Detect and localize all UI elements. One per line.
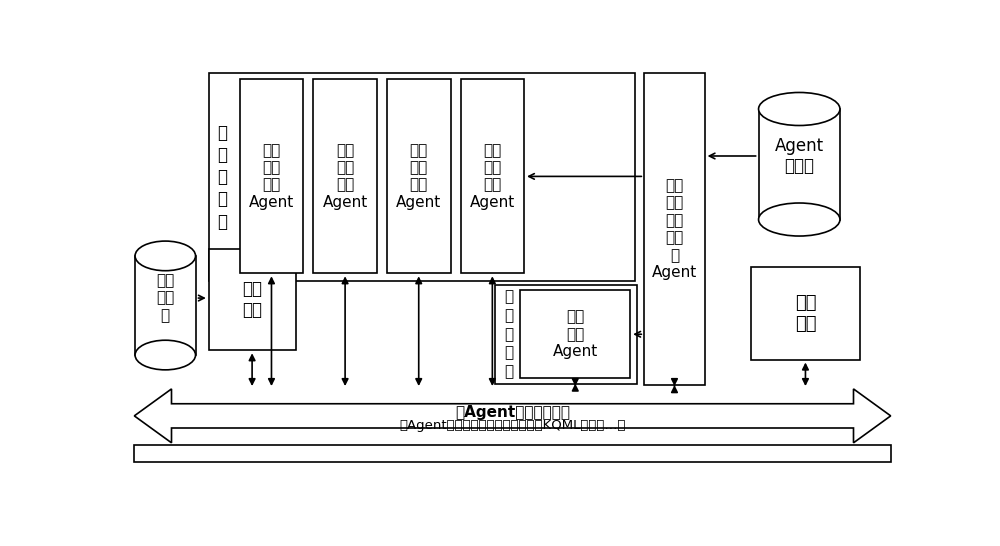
Ellipse shape [135,241,196,271]
Bar [520,290,630,378]
Ellipse shape [135,340,196,370]
Ellipse shape [759,203,840,236]
Bar [209,73,635,281]
Text: 业
务
逻
辑
层: 业 务 逻 辑 层 [218,124,228,230]
Text: 信息
网络
Agent: 信息 网络 Agent [553,310,598,359]
Text: （Agent管理服务、时间管理服务、KQML服务、…）: （Agent管理服务、时间管理服务、KQML服务、…） [399,419,626,431]
Polygon shape [134,389,891,443]
Bar [240,79,303,274]
Text: 决策
控制
单元
Agent: 决策 控制 单元 Agent [396,143,441,210]
Bar [387,79,450,274]
Text: 多Agent运行支撑平台: 多Agent运行支撑平台 [455,405,570,419]
Bar [495,285,637,383]
Ellipse shape [135,241,196,271]
Text: 人机
交互: 人机 交互 [795,294,816,333]
Bar [209,249,296,351]
Text: 网
络
逻
辑
层: 网 络 逻 辑 层 [504,289,513,379]
Text: 情报
获取
单元
Agent: 情报 获取 单元 Agent [249,143,294,210]
Text: 战场
环境
及兵
力生
成
Agent: 战场 环境 及兵 力生 成 Agent [652,178,697,280]
Bar [134,445,891,462]
Text: Agent
模型库: Agent 模型库 [775,136,824,175]
Bar [313,79,377,274]
Text: 情报
处理
单元
Agent: 情报 处理 单元 Agent [322,143,368,210]
Text: 分析
评估: 分析 评估 [242,280,262,319]
Ellipse shape [759,92,840,126]
Text: 末端
作战
单元
Agent: 末端 作战 单元 Agent [470,143,515,210]
Bar [751,267,860,360]
Bar [644,73,705,385]
Bar [135,256,196,355]
Bar [461,79,524,274]
Text: 评估
算法
库: 评估 算法 库 [156,273,174,323]
Bar [759,109,840,219]
Ellipse shape [759,92,840,126]
